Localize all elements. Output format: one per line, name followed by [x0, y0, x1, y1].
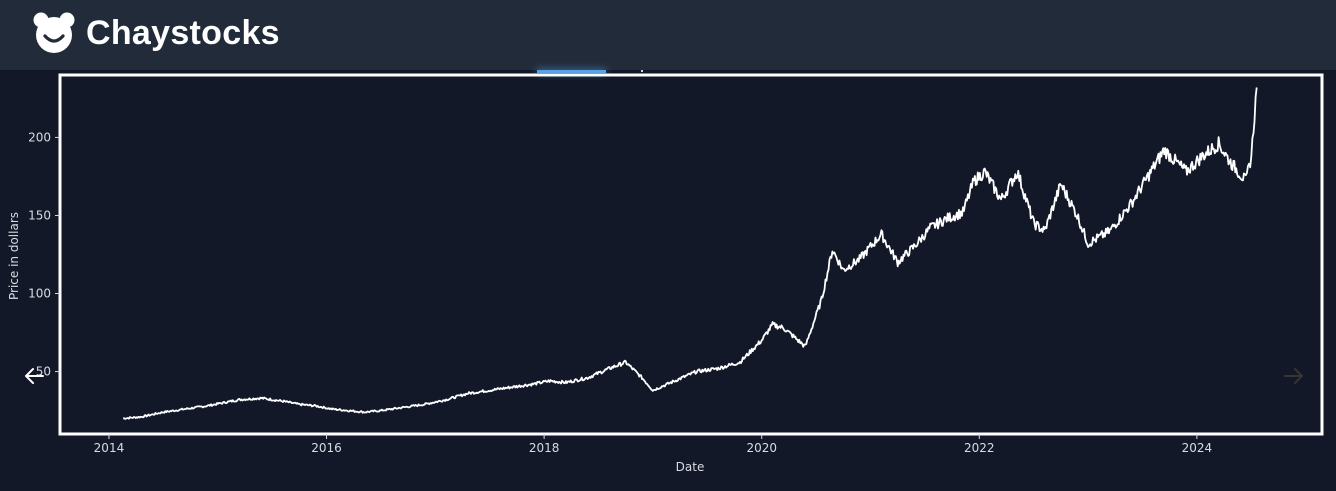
tab-dot: [641, 70, 643, 72]
x-tick-label: 2020: [746, 441, 777, 455]
bear-icon: [33, 12, 75, 53]
x-axis: 2014 2016 2018 2020 2022 2024: [94, 434, 1212, 455]
y-axis-label: Price in dollars: [7, 212, 21, 300]
price-chart-container: 2014 2016 2018 2020 2022 2024 50 100 150 200 Dat…: [0, 73, 1336, 487]
y-tick-label: 150: [28, 208, 51, 222]
y-tick-label: 100: [28, 287, 51, 301]
tab-active-indicator: [537, 70, 606, 73]
app-header: Chaystocks: [0, 0, 1336, 70]
plot-frame: [58, 73, 1324, 436]
price-line-series: [122, 87, 1258, 420]
brand[interactable]: Chaystocks: [32, 8, 280, 58]
x-tick-label: 2014: [94, 441, 125, 455]
x-tick-label: 2022: [964, 441, 995, 455]
arrow-right-icon[interactable]: [1282, 364, 1306, 388]
y-tick-label: 200: [28, 130, 51, 144]
x-tick-label: 2016: [311, 441, 342, 455]
x-tick-label: 2018: [529, 441, 560, 455]
x-tick-label: 2024: [1182, 441, 1213, 455]
x-axis-label: Date: [676, 460, 705, 474]
brand-name: Chaystocks: [86, 13, 280, 52]
arrow-left-icon[interactable]: [22, 364, 46, 388]
